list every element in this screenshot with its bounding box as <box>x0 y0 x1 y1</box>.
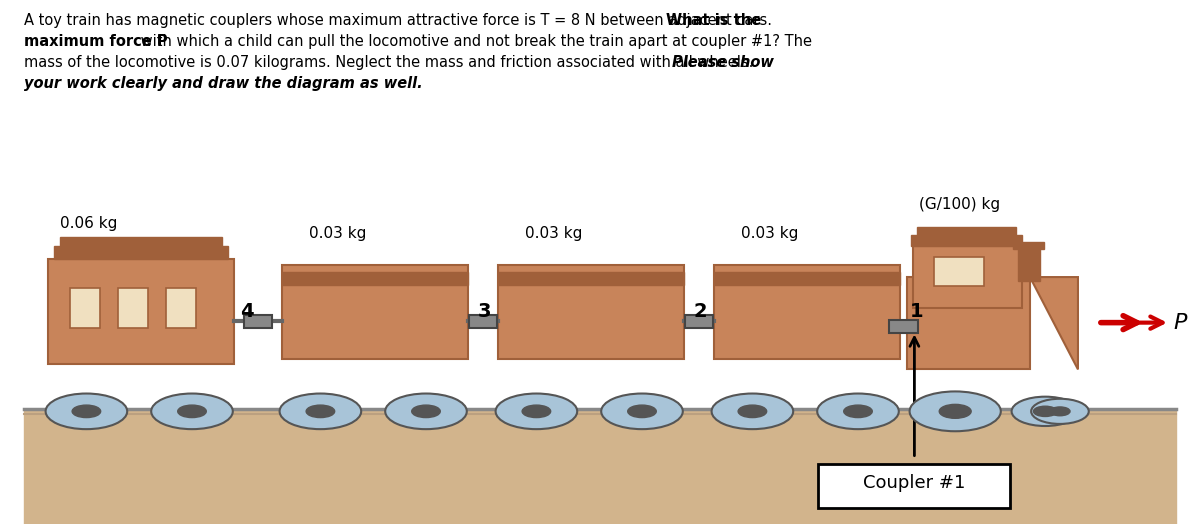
Bar <box>1013 242 1044 249</box>
FancyBboxPatch shape <box>907 277 1030 369</box>
Bar <box>917 227 1016 235</box>
Text: maximum force P: maximum force P <box>24 34 168 49</box>
Text: Coupler #1: Coupler #1 <box>863 474 966 493</box>
Text: 4: 4 <box>240 302 253 321</box>
Circle shape <box>910 391 1001 431</box>
FancyBboxPatch shape <box>282 265 468 359</box>
FancyBboxPatch shape <box>48 259 234 364</box>
Bar <box>468 315 498 328</box>
Text: 3: 3 <box>478 302 491 321</box>
Text: your work clearly and draw the diagram as well.: your work clearly and draw the diagram a… <box>24 76 422 91</box>
Circle shape <box>385 394 467 429</box>
Bar <box>244 315 272 328</box>
Text: A toy train has magnetic couplers whose maximum attractive force is T = 8 N betw: A toy train has magnetic couplers whose … <box>24 13 776 28</box>
Bar <box>684 315 714 328</box>
Circle shape <box>178 405 206 418</box>
Bar <box>889 320 918 333</box>
Text: 0.03 kg: 0.03 kg <box>310 226 366 241</box>
FancyBboxPatch shape <box>913 246 1022 308</box>
Bar <box>54 246 228 259</box>
Text: with which a child can pull the locomotive and not break the train apart at coup: with which a child can pull the locomoti… <box>136 34 811 49</box>
Circle shape <box>151 394 233 429</box>
Circle shape <box>738 405 767 418</box>
Text: 0.06 kg: 0.06 kg <box>60 215 118 231</box>
Text: What is the: What is the <box>666 13 761 28</box>
Bar <box>118 288 148 328</box>
Circle shape <box>1012 397 1079 426</box>
Bar <box>60 237 222 246</box>
Circle shape <box>1033 406 1057 417</box>
Text: 0.03 kg: 0.03 kg <box>526 226 582 241</box>
Bar <box>911 235 1021 246</box>
Bar <box>282 272 468 286</box>
Circle shape <box>522 405 551 418</box>
Text: P: P <box>1174 313 1187 333</box>
Circle shape <box>496 394 577 429</box>
Polygon shape <box>1030 277 1078 369</box>
Circle shape <box>412 405 440 418</box>
Circle shape <box>712 394 793 429</box>
FancyBboxPatch shape <box>818 464 1010 508</box>
Text: Please show: Please show <box>672 55 774 70</box>
Circle shape <box>280 394 361 429</box>
Bar <box>714 272 900 286</box>
Bar <box>70 288 100 328</box>
Circle shape <box>601 394 683 429</box>
Circle shape <box>306 405 335 418</box>
Circle shape <box>940 405 971 418</box>
Circle shape <box>1050 407 1070 416</box>
Bar <box>498 272 684 286</box>
Bar <box>934 257 984 286</box>
Bar <box>1018 249 1039 281</box>
Text: 2: 2 <box>694 302 707 321</box>
FancyBboxPatch shape <box>714 265 900 359</box>
Bar <box>24 409 1176 524</box>
Circle shape <box>817 394 899 429</box>
Circle shape <box>844 405 872 418</box>
FancyBboxPatch shape <box>498 265 684 359</box>
Text: (G/100) kg: (G/100) kg <box>919 197 1001 212</box>
Text: 0.03 kg: 0.03 kg <box>742 226 798 241</box>
Bar <box>166 288 196 328</box>
Circle shape <box>46 394 127 429</box>
Circle shape <box>72 405 101 418</box>
Text: 1: 1 <box>910 302 923 321</box>
Text: mass of the locomotive is 0.07 kilograms. Neglect the mass and friction associat: mass of the locomotive is 0.07 kilograms… <box>24 55 758 70</box>
Circle shape <box>1031 399 1088 424</box>
Circle shape <box>628 405 656 418</box>
